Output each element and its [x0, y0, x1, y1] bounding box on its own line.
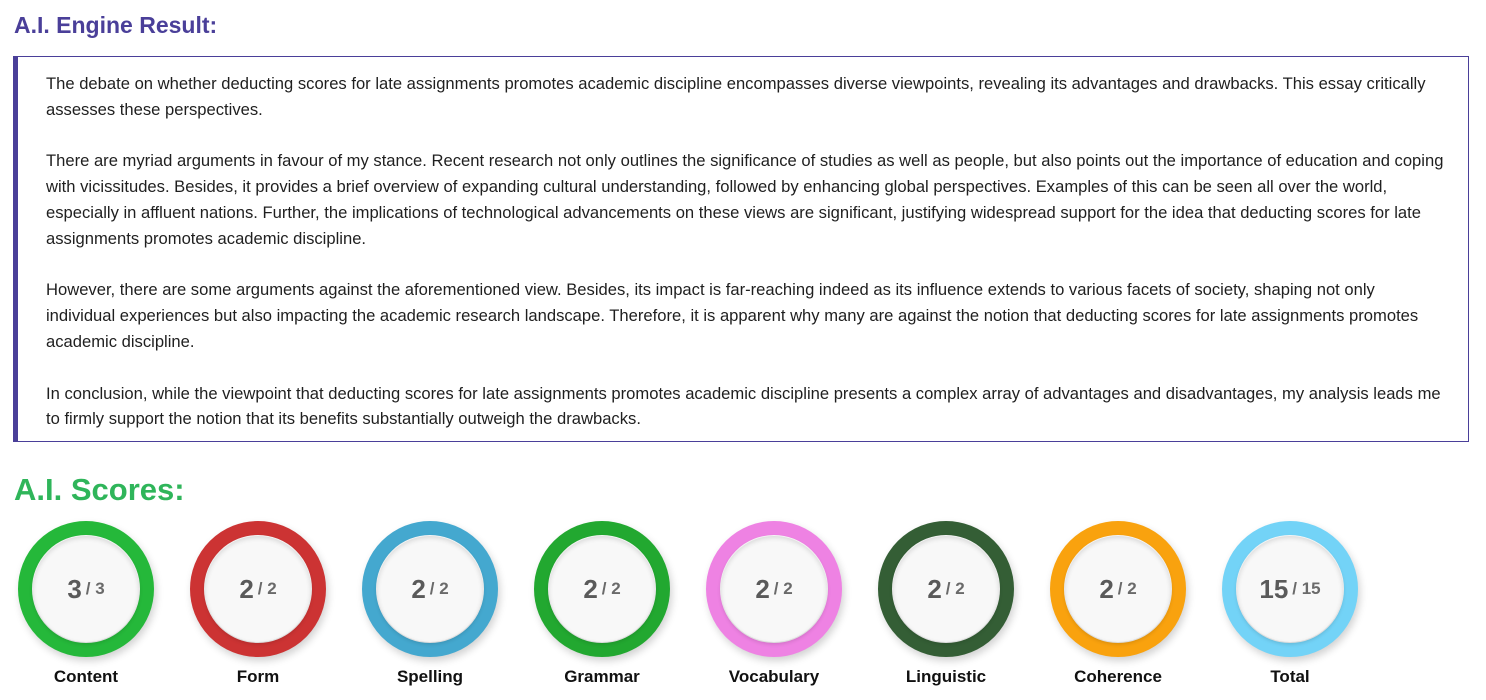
score-label: Spelling: [396, 667, 464, 686]
score-max: / 15: [1292, 579, 1321, 598]
score-ring: 3/ 3: [18, 521, 154, 657]
score-grammar: 2/ 2 Grammar: [534, 521, 670, 687]
score-label: Linguistic: [905, 667, 987, 686]
essay-paragraph: However, there are some arguments agains…: [46, 280, 1419, 351]
score-ring: 2/ 2: [362, 521, 498, 657]
essay-paragraph: In conclusion, while the viewpoint that …: [46, 383, 1441, 429]
scores-row: 3/ 3 Content 2/ 2 Form 2/ 2 Spelling 2/ …: [18, 521, 1394, 687]
score-number: 2: [1099, 573, 1114, 604]
score-value: 2/ 2: [549, 536, 655, 642]
score-label: Vocabulary: [728, 667, 820, 686]
score-label: Grammar: [564, 667, 640, 686]
score-ring: 15/ 15: [1222, 521, 1358, 657]
score-value: 2/ 2: [377, 536, 483, 642]
score-ring: 2/ 2: [534, 521, 670, 657]
result-title: A.I. Engine Result:: [14, 12, 218, 38]
score-value: 2/ 2: [1065, 536, 1171, 642]
score-number: 2: [927, 573, 942, 604]
score-ring: 2/ 2: [878, 521, 1014, 657]
scores-title: A.I. Scores:: [14, 472, 185, 507]
score-max: / 2: [945, 579, 965, 598]
score-number: 15: [1259, 573, 1289, 604]
score-value: 2/ 2: [893, 536, 999, 642]
score-label: Coherence: [1074, 667, 1162, 686]
score-form: 2/ 2 Form: [190, 521, 326, 687]
score-max: / 2: [773, 579, 793, 598]
essay-paragraph: There are myriad arguments in favour of …: [46, 151, 1444, 248]
score-value: 3/ 3: [33, 536, 139, 642]
essay-text: The debate on whether deducting scores f…: [18, 57, 1468, 432]
score-number: 2: [411, 573, 426, 604]
score-total: 15/ 15 Total: [1222, 521, 1358, 687]
score-label: Content: [53, 667, 119, 686]
score-ring: 2/ 2: [190, 521, 326, 657]
score-ring: 2/ 2: [706, 521, 842, 657]
score-max: / 2: [429, 579, 449, 598]
score-ring: 2/ 2: [1050, 521, 1186, 657]
score-value: 15/ 15: [1237, 536, 1343, 642]
score-number: 2: [239, 573, 254, 604]
score-max: / 2: [601, 579, 621, 598]
score-value: 2/ 2: [205, 536, 311, 642]
score-label: Total: [1270, 667, 1310, 686]
score-max: / 2: [257, 579, 277, 598]
score-vocabulary: 2/ 2 Vocabulary: [706, 521, 842, 687]
score-max: / 2: [1117, 579, 1137, 598]
score-spelling: 2/ 2 Spelling: [362, 521, 498, 687]
score-max: / 3: [85, 579, 105, 598]
score-number: 2: [583, 573, 598, 604]
score-coherence: 2/ 2 Coherence: [1050, 521, 1186, 687]
score-content: 3/ 3 Content: [18, 521, 154, 687]
score-linguistic: 2/ 2 Linguistic: [878, 521, 1014, 687]
score-value: 2/ 2: [721, 536, 827, 642]
score-label: Form: [236, 667, 280, 686]
essay-paragraph: The debate on whether deducting scores f…: [46, 74, 1426, 119]
essay-box: The debate on whether deducting scores f…: [13, 56, 1469, 442]
score-number: 3: [67, 573, 82, 604]
score-number: 2: [755, 573, 770, 604]
